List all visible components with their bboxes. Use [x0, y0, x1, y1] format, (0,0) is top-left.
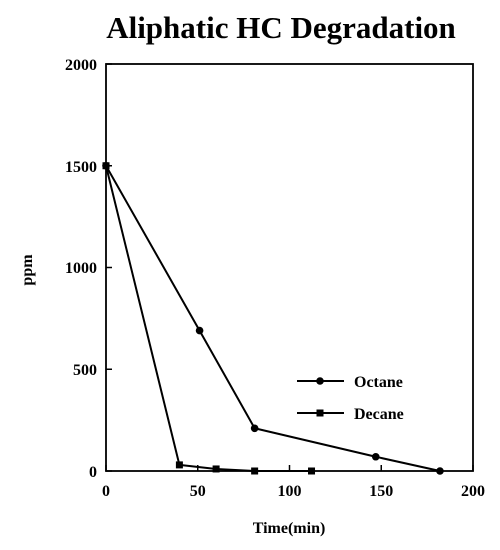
series-octane	[102, 161, 444, 475]
data-point-decane-4	[308, 467, 316, 475]
x-axis-label: Time(min)	[253, 520, 326, 537]
series-layer	[102, 161, 444, 475]
legend-decane-label: Decane	[354, 406, 404, 423]
y-tick-label-1000: 1000	[65, 260, 97, 277]
y-axis-label: ppm	[19, 254, 36, 286]
data-point-decane-1	[175, 461, 183, 469]
y-tick-label-0: 0	[89, 464, 97, 481]
x-tick-label-50: 50	[190, 483, 206, 500]
y-tick-label-1500: 1500	[65, 159, 97, 176]
data-point-decane-0	[102, 162, 110, 170]
axis-ticks	[105, 63, 474, 472]
x-tick-label-100: 100	[278, 483, 302, 500]
legend-octane-marker	[316, 377, 324, 385]
legend-octane-label: Octane	[354, 374, 403, 391]
x-tick-label-0: 0	[102, 483, 110, 500]
data-point-decane-2	[212, 465, 220, 473]
legend-decane-marker	[316, 409, 324, 417]
x-tick-label-200: 200	[461, 483, 485, 500]
data-point-octane-4	[436, 467, 444, 475]
series-line-octane	[105, 165, 441, 472]
data-point-octane-1	[195, 326, 204, 335]
series-decane	[102, 162, 316, 475]
y-tick-label-2000: 2000	[65, 57, 97, 74]
x-tick-label-150: 150	[369, 483, 393, 500]
plot-frame	[105, 63, 474, 472]
data-point-decane-3	[251, 467, 259, 475]
data-point-octane-2	[250, 424, 259, 433]
data-point-octane-3	[371, 452, 380, 461]
legend: Octane Decane	[297, 374, 404, 423]
y-tick-label-500: 500	[73, 362, 97, 379]
series-line-decane	[105, 165, 312, 472]
chart-title: Aliphatic HC Degradation	[106, 10, 456, 45]
